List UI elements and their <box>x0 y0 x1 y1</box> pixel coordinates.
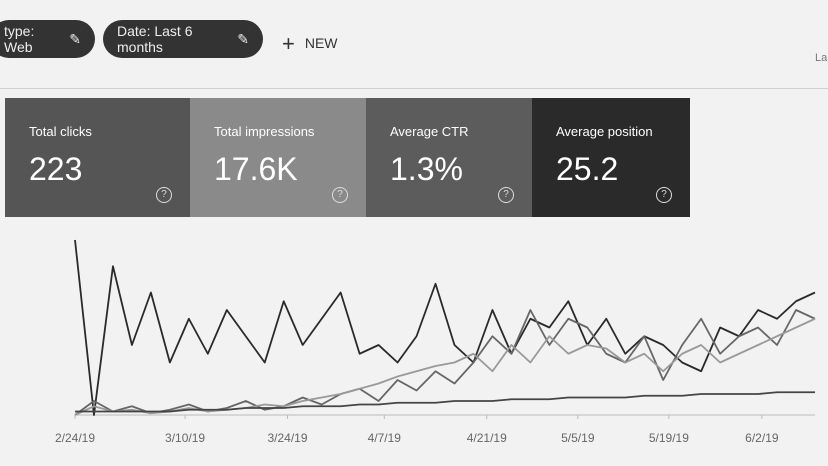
metric-label: Average CTR <box>390 124 469 139</box>
x-tick-label: 5/19/19 <box>649 431 689 445</box>
divider <box>0 88 828 89</box>
edit-icon: ✎ <box>237 30 249 47</box>
help-icon[interactable]: ? <box>656 187 672 203</box>
metric-label: Average position <box>556 124 653 139</box>
help-icon[interactable]: ? <box>498 187 514 203</box>
metric-card[interactable]: Total clicks 223 ? <box>5 98 190 217</box>
help-icon[interactable]: ? <box>156 187 172 203</box>
x-tick-label: 5/5/19 <box>561 431 595 445</box>
metric-value: 223 <box>29 151 83 187</box>
help-icon[interactable]: ? <box>332 187 348 203</box>
chip-label: Date: Last 6 months <box>117 23 193 55</box>
series-line <box>74 309 816 416</box>
cut-text: La <box>815 52 828 64</box>
x-tick-label: 2/24/19 <box>55 431 95 445</box>
x-tick-label: 3/10/19 <box>165 431 205 445</box>
chip-label: type: Web <box>4 23 35 55</box>
x-tick-label: 4/21/19 <box>467 431 507 445</box>
x-tick-label: 6/2/19 <box>745 431 779 445</box>
series-line <box>74 239 816 416</box>
metric-label: Total impressions <box>214 124 315 139</box>
x-tick-label: 3/24/19 <box>267 431 307 445</box>
metric-card[interactable]: Average CTR 1.3% ? <box>366 98 532 217</box>
metric-value: 17.6K <box>214 151 298 187</box>
metric-card[interactable]: Average position 25.2 ? <box>532 98 690 217</box>
x-tick-label: 4/7/19 <box>368 431 402 445</box>
metric-value: 1.3% <box>390 151 463 187</box>
edit-icon: ✎ <box>69 30 81 47</box>
series-line <box>75 391 815 413</box>
filter-chip[interactable]: type: Web ✎ <box>0 20 95 58</box>
new-button[interactable]: + NEW <box>282 31 338 56</box>
filter-chip[interactable]: Date: Last 6 months ✎ <box>103 20 263 58</box>
metric-label: Total clicks <box>29 124 92 139</box>
button-label: NEW <box>304 35 338 51</box>
metric-value: 25.2 <box>556 151 619 187</box>
metric-card[interactable]: Total impressions 17.6K ? <box>190 98 366 217</box>
